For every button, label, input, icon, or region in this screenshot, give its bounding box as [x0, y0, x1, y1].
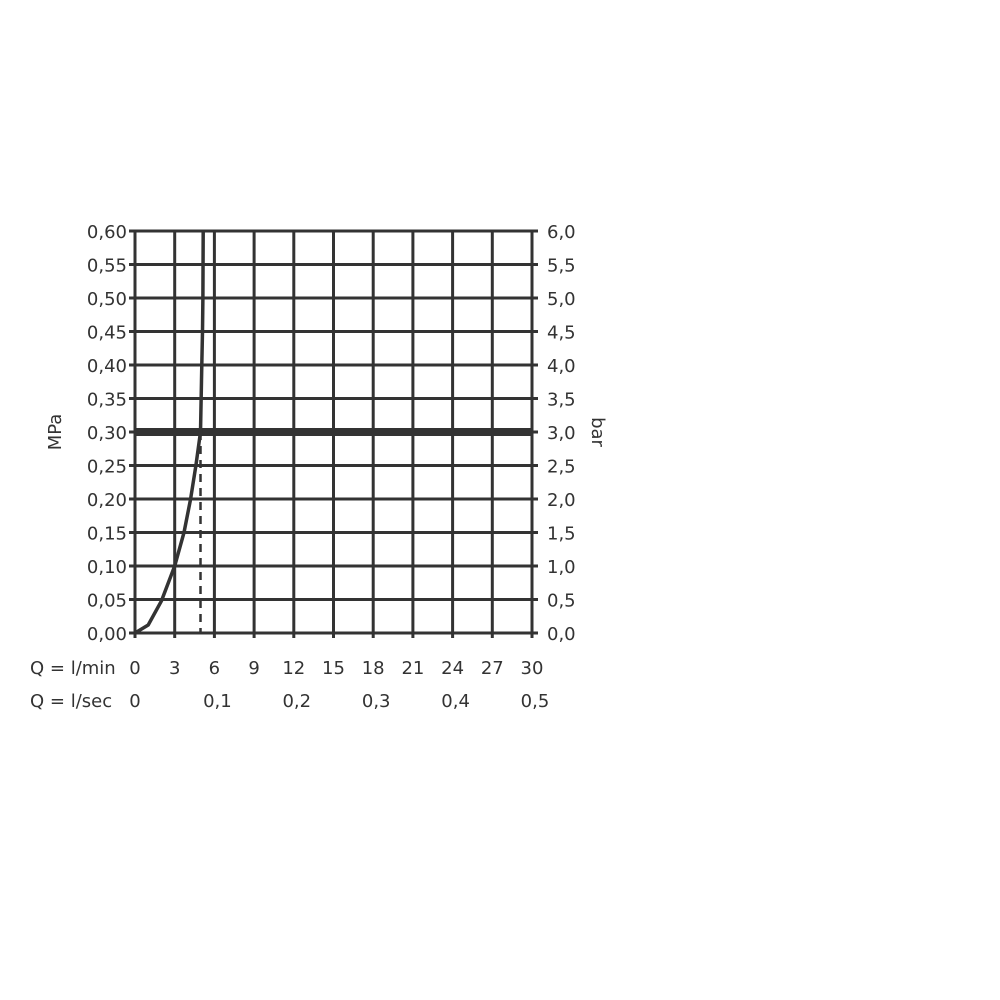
y-tick-label: 0,45 — [87, 323, 127, 344]
x-tick-label: 3 — [169, 658, 180, 679]
y-tick-label: 0,35 — [87, 390, 127, 411]
x-tick-label: 9 — [248, 658, 259, 679]
y-tick-label-right: 3,0 — [547, 423, 576, 444]
x-tick-label-secondary: 0,4 — [441, 691, 470, 712]
x-tick-label: 27 — [481, 658, 504, 679]
x-tick-label: 6 — [209, 658, 220, 679]
x-tick-label: 15 — [322, 658, 345, 679]
flow-curve — [134, 230, 205, 635]
y-tick-label: 0,40 — [87, 356, 127, 377]
y-tick-label: 0,05 — [87, 591, 127, 612]
x-tick-label: 18 — [362, 658, 385, 679]
y-tick-label-right: 4,0 — [547, 356, 576, 377]
y-tick-label-right: 6,0 — [547, 222, 576, 243]
marks — [134, 230, 532, 635]
y-tick-label-right: 5,5 — [547, 256, 576, 277]
y-tick-label-right: 2,5 — [547, 457, 576, 478]
y-tick-label-right: 3,5 — [547, 390, 576, 411]
y-axis-right-label: bar — [587, 417, 608, 447]
x-tick-label-secondary: 0 — [129, 691, 140, 712]
y-tick-label-right: 5,0 — [547, 289, 576, 310]
x-tick-label-secondary: 0,3 — [362, 691, 391, 712]
x-tick-label-secondary: 0,1 — [203, 691, 232, 712]
y-tick-label: 0,50 — [87, 289, 127, 310]
y-tick-label-right: 0,0 — [547, 624, 576, 645]
x-axis-label: Q = l/min — [30, 658, 116, 679]
y-tick-label: 0,25 — [87, 457, 127, 478]
y-tick-label-right: 1,5 — [547, 524, 576, 545]
x-tick-label: 24 — [441, 658, 464, 679]
x-tick-label: 21 — [401, 658, 424, 679]
y-tick-label: 0,15 — [87, 524, 127, 545]
y-tick-label-right: 2,0 — [547, 490, 576, 511]
y-tick-label: 0,00 — [87, 624, 127, 645]
x-tick-label-secondary: 0,5 — [521, 691, 550, 712]
y-tick-label: 0,10 — [87, 557, 127, 578]
x-tick-label: 12 — [282, 658, 305, 679]
y-axis-label: MPa — [45, 414, 66, 451]
x-tick-label-secondary: 0,2 — [282, 691, 311, 712]
y-tick-label-right: 0,5 — [547, 591, 576, 612]
y-tick-label-right: 4,5 — [547, 323, 576, 344]
x-axis-secondary-label: Q = l/sec — [30, 691, 112, 712]
y-tick-label: 0,20 — [87, 490, 127, 511]
x-tick-label: 30 — [521, 658, 544, 679]
y-tick-label: 0,30 — [87, 423, 127, 444]
y-tick-label: 0,60 — [87, 222, 127, 243]
y-tick-label: 0,55 — [87, 256, 127, 277]
labels: MPa bar Q = l/min Q = l/sec 0 3 6 9 12 15 18 21… — [30, 222, 608, 712]
y-tick-label-right: 1,0 — [547, 557, 576, 578]
x-tick-label: 0 — [129, 658, 140, 679]
